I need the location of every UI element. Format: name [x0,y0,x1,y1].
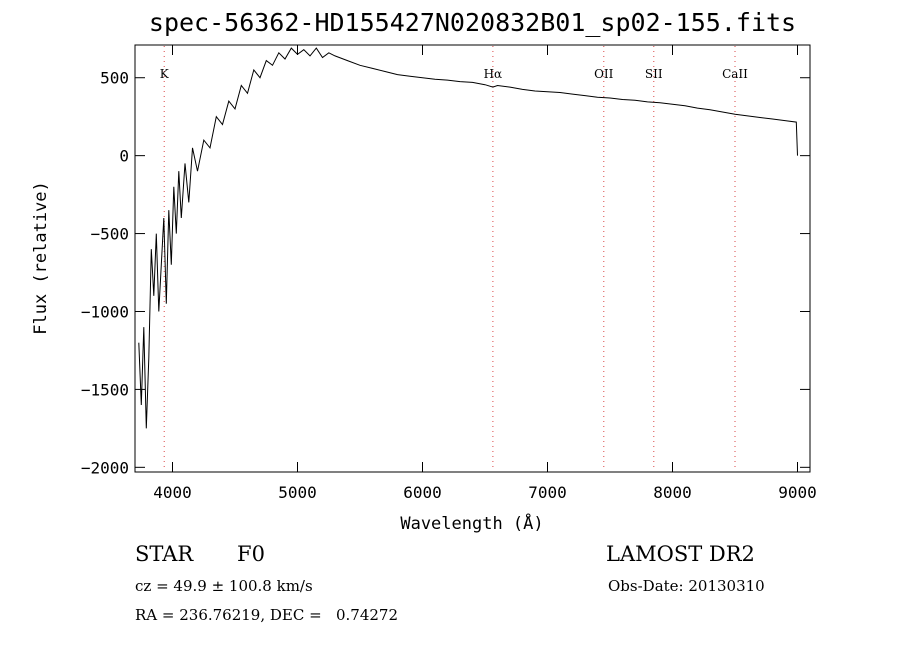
spectrum-line [138,47,798,429]
plot-frame [134,44,811,473]
x-tick-label: 9000 [778,483,817,502]
x-axis-label: Wavelength (Å) [400,512,543,534]
obs-date: Obs-Date: 20130310 [608,577,765,595]
x-tick-label: 4000 [153,483,192,502]
spectral-line-label: OII [594,67,614,81]
x-tick-label: 6000 [403,483,442,502]
chart-title: spec-56362-HD155427N020832B01_sp02-155.f… [148,8,797,37]
y-tick-label: 0 [119,147,129,166]
y-tick-label: −1000 [81,302,129,321]
survey-name: LAMOST DR2 [606,542,755,566]
x-tick-label: 7000 [528,483,567,502]
ra-dec-coords: RA = 236.76219, DEC = 0.74272 [135,606,399,624]
spectral-line-label: CaII [722,67,748,81]
x-tick-label: 5000 [278,483,317,502]
object-type: STAR [135,542,194,566]
y-tick-label: −1500 [81,380,129,399]
object-subclass: F0 [237,542,265,566]
spectral-line-label: SII [645,67,663,81]
y-tick-label: −500 [90,225,129,244]
x-tick-label: 8000 [653,483,692,502]
redshift-cz: cz = 49.9 ± 100.8 km/s [135,577,313,595]
y-tick-label: −2000 [81,458,129,477]
y-tick-label: 500 [100,69,129,88]
spectral-line-label: Hα [484,67,503,81]
y-axis-label: Flux (relative) [31,181,51,335]
spectral-line-label: K [160,67,170,81]
